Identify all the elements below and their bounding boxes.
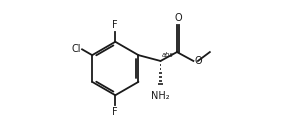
Text: abs: abs	[162, 52, 174, 58]
Text: F: F	[112, 107, 118, 117]
Text: NH₂: NH₂	[151, 91, 170, 101]
Text: F: F	[112, 20, 118, 30]
Text: Cl: Cl	[72, 44, 81, 54]
Text: O: O	[174, 13, 182, 23]
Text: O: O	[194, 56, 202, 66]
